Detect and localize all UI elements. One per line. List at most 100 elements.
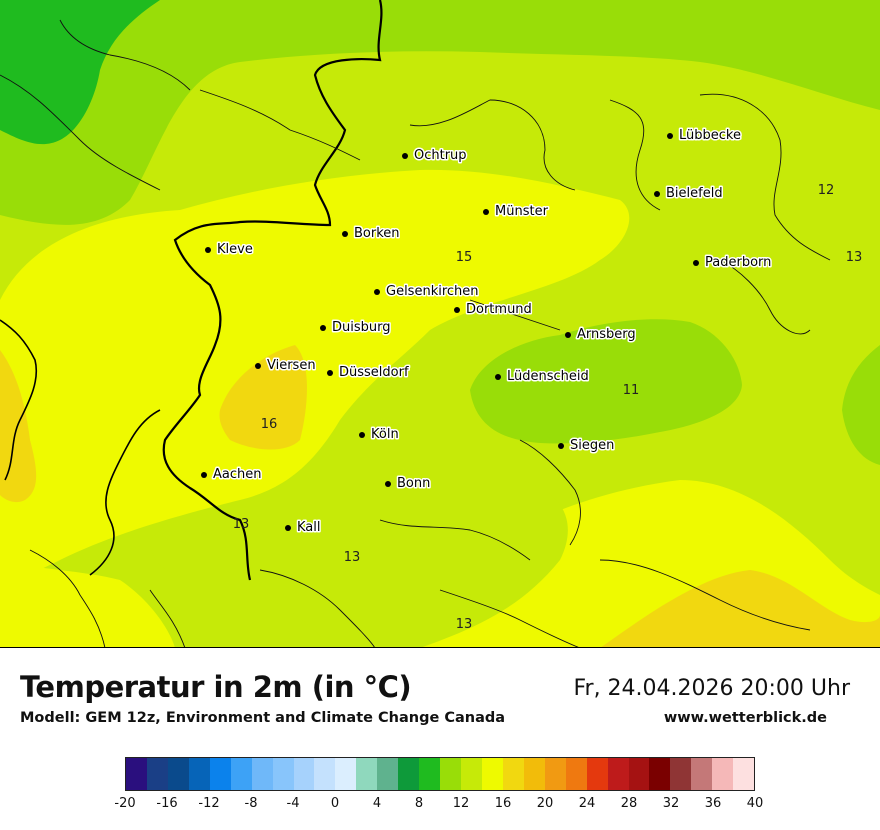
legend-swatch [356, 758, 378, 790]
city-marker[interactable]: Borken [342, 225, 401, 243]
city-marker[interactable]: Ochtrup [402, 147, 468, 165]
legend-swatch [440, 758, 461, 790]
city-marker[interactable]: Siegen [558, 437, 616, 455]
city-label: Gelsenkirchen [386, 284, 479, 299]
city-label: Lübbecke [679, 128, 741, 143]
city-label: Siegen [570, 438, 614, 453]
city-label: Bonn [397, 476, 430, 491]
district-lines [0, 19, 831, 649]
legend-tick-label: 32 [662, 796, 680, 811]
city-label: Düsseldorf [339, 365, 409, 380]
city-marker[interactable]: Gelsenkirchen [374, 283, 480, 301]
legend-swatch [544, 758, 566, 790]
map-svg: 12 13 15 11 16 13 13 13 Lübbecke Ochtrup… [0, 0, 880, 649]
website-link[interactable]: www.wetterblick.de [663, 710, 827, 726]
city-dot [327, 370, 333, 376]
legend-tick-label: 4 [372, 796, 382, 811]
city-markers: Lübbecke Ochtrup Bielefeld Münster Borke… [201, 127, 773, 537]
temp-band-8-10-nw [0, 0, 160, 145]
city-dot [454, 307, 460, 313]
city-marker[interactable]: Lüdenscheid [495, 368, 590, 386]
contour-labels: 12 13 15 11 16 13 13 13 [233, 183, 863, 632]
legend-swatch [251, 758, 273, 790]
legend-tick-label: 28 [620, 796, 638, 811]
legend-swatch [649, 758, 671, 790]
city-marker[interactable]: Dortmund [454, 301, 533, 319]
legend-swatch [398, 758, 420, 790]
temp-band-16-18-viersen [219, 345, 307, 450]
city-marker[interactable]: Lübbecke [667, 127, 742, 145]
legend-swatch [167, 758, 189, 790]
legend-swatch [293, 758, 315, 790]
city-dot [374, 289, 380, 295]
legend-tick-label: -4 [286, 796, 300, 811]
legend-tick-label: -16 [156, 796, 178, 811]
temp-band-14-16 [0, 169, 630, 585]
temp-band-12-14-sw [150, 480, 568, 648]
legend-tick-label: 24 [578, 796, 596, 811]
city-marker[interactable]: Aachen [201, 466, 263, 484]
legend-tick-label: 12 [452, 796, 470, 811]
temperature-map[interactable]: 12 13 15 11 16 13 13 13 Lübbecke Ochtrup… [0, 0, 880, 649]
city-dot [385, 481, 391, 487]
legend-swatch [712, 758, 734, 790]
contour-label: 12 [818, 183, 835, 198]
city-marker[interactable]: Köln [359, 426, 400, 444]
legend-tick-label: -12 [198, 796, 220, 811]
city-marker[interactable]: Viersen [255, 357, 317, 375]
city-marker[interactable]: Duisburg [320, 319, 392, 337]
model-subtitle: Modell: GEM 12z, Environment and Climate… [20, 710, 506, 726]
legend-swatch [230, 758, 252, 790]
city-label: Köln [371, 427, 399, 442]
color-legend [125, 757, 755, 791]
legend-swatch [146, 758, 168, 790]
city-marker[interactable]: Kall [285, 519, 322, 537]
city-marker[interactable]: Düsseldorf [327, 364, 410, 382]
legend-swatch [272, 758, 294, 790]
city-dot [342, 231, 348, 237]
city-label: Aachen [213, 467, 261, 482]
temp-band-14-16-sw [0, 560, 175, 648]
city-label: Duisburg [332, 320, 391, 335]
legend-swatch [481, 758, 503, 790]
contour-label: 16 [261, 417, 278, 432]
legend-swatch [209, 758, 231, 790]
legend-swatch [565, 758, 587, 790]
legend-swatch [733, 758, 755, 790]
city-label: Arnsberg [577, 327, 636, 342]
legend-swatch [586, 758, 608, 790]
city-dot [693, 260, 699, 266]
city-dot [285, 525, 291, 531]
legend-swatch [419, 758, 441, 790]
city-marker[interactable]: Münster [483, 203, 550, 221]
city-label: Ochtrup [414, 148, 467, 163]
legend-swatch [607, 758, 629, 790]
temp-band-10-12-north [0, 0, 880, 225]
city-label: Bielefeld [666, 186, 723, 201]
city-dot [402, 153, 408, 159]
city-marker[interactable]: Arnsberg [565, 326, 637, 344]
legend-tick-label: 8 [414, 796, 424, 811]
legend-swatch [314, 758, 336, 790]
legend-swatch [670, 758, 692, 790]
legend-swatch [628, 758, 650, 790]
temp-band-10-12-east [842, 345, 880, 465]
legend-swatch [335, 758, 357, 790]
map-footer: Temperatur in 2m (in °C) Modell: GEM 12z… [0, 648, 880, 830]
city-label: Paderborn [705, 255, 771, 270]
contour-label: 13 [456, 617, 473, 632]
city-dot [565, 332, 571, 338]
legend-swatch [188, 758, 210, 790]
legend-tick-label: 40 [746, 796, 764, 811]
city-marker[interactable]: Bielefeld [654, 185, 724, 203]
legend-tick-label: -20 [114, 796, 136, 811]
map-title: Temperatur in 2m (in °C) [20, 670, 412, 704]
contour-label: 15 [456, 250, 473, 265]
city-marker[interactable]: Kleve [205, 241, 254, 259]
contour-label: 13 [344, 550, 361, 565]
city-marker[interactable]: Bonn [385, 475, 432, 493]
city-marker[interactable]: Paderborn [693, 254, 773, 272]
legend-swatch [523, 758, 545, 790]
legend-tick-label: 0 [330, 796, 340, 811]
legend-tick-label: 36 [704, 796, 722, 811]
